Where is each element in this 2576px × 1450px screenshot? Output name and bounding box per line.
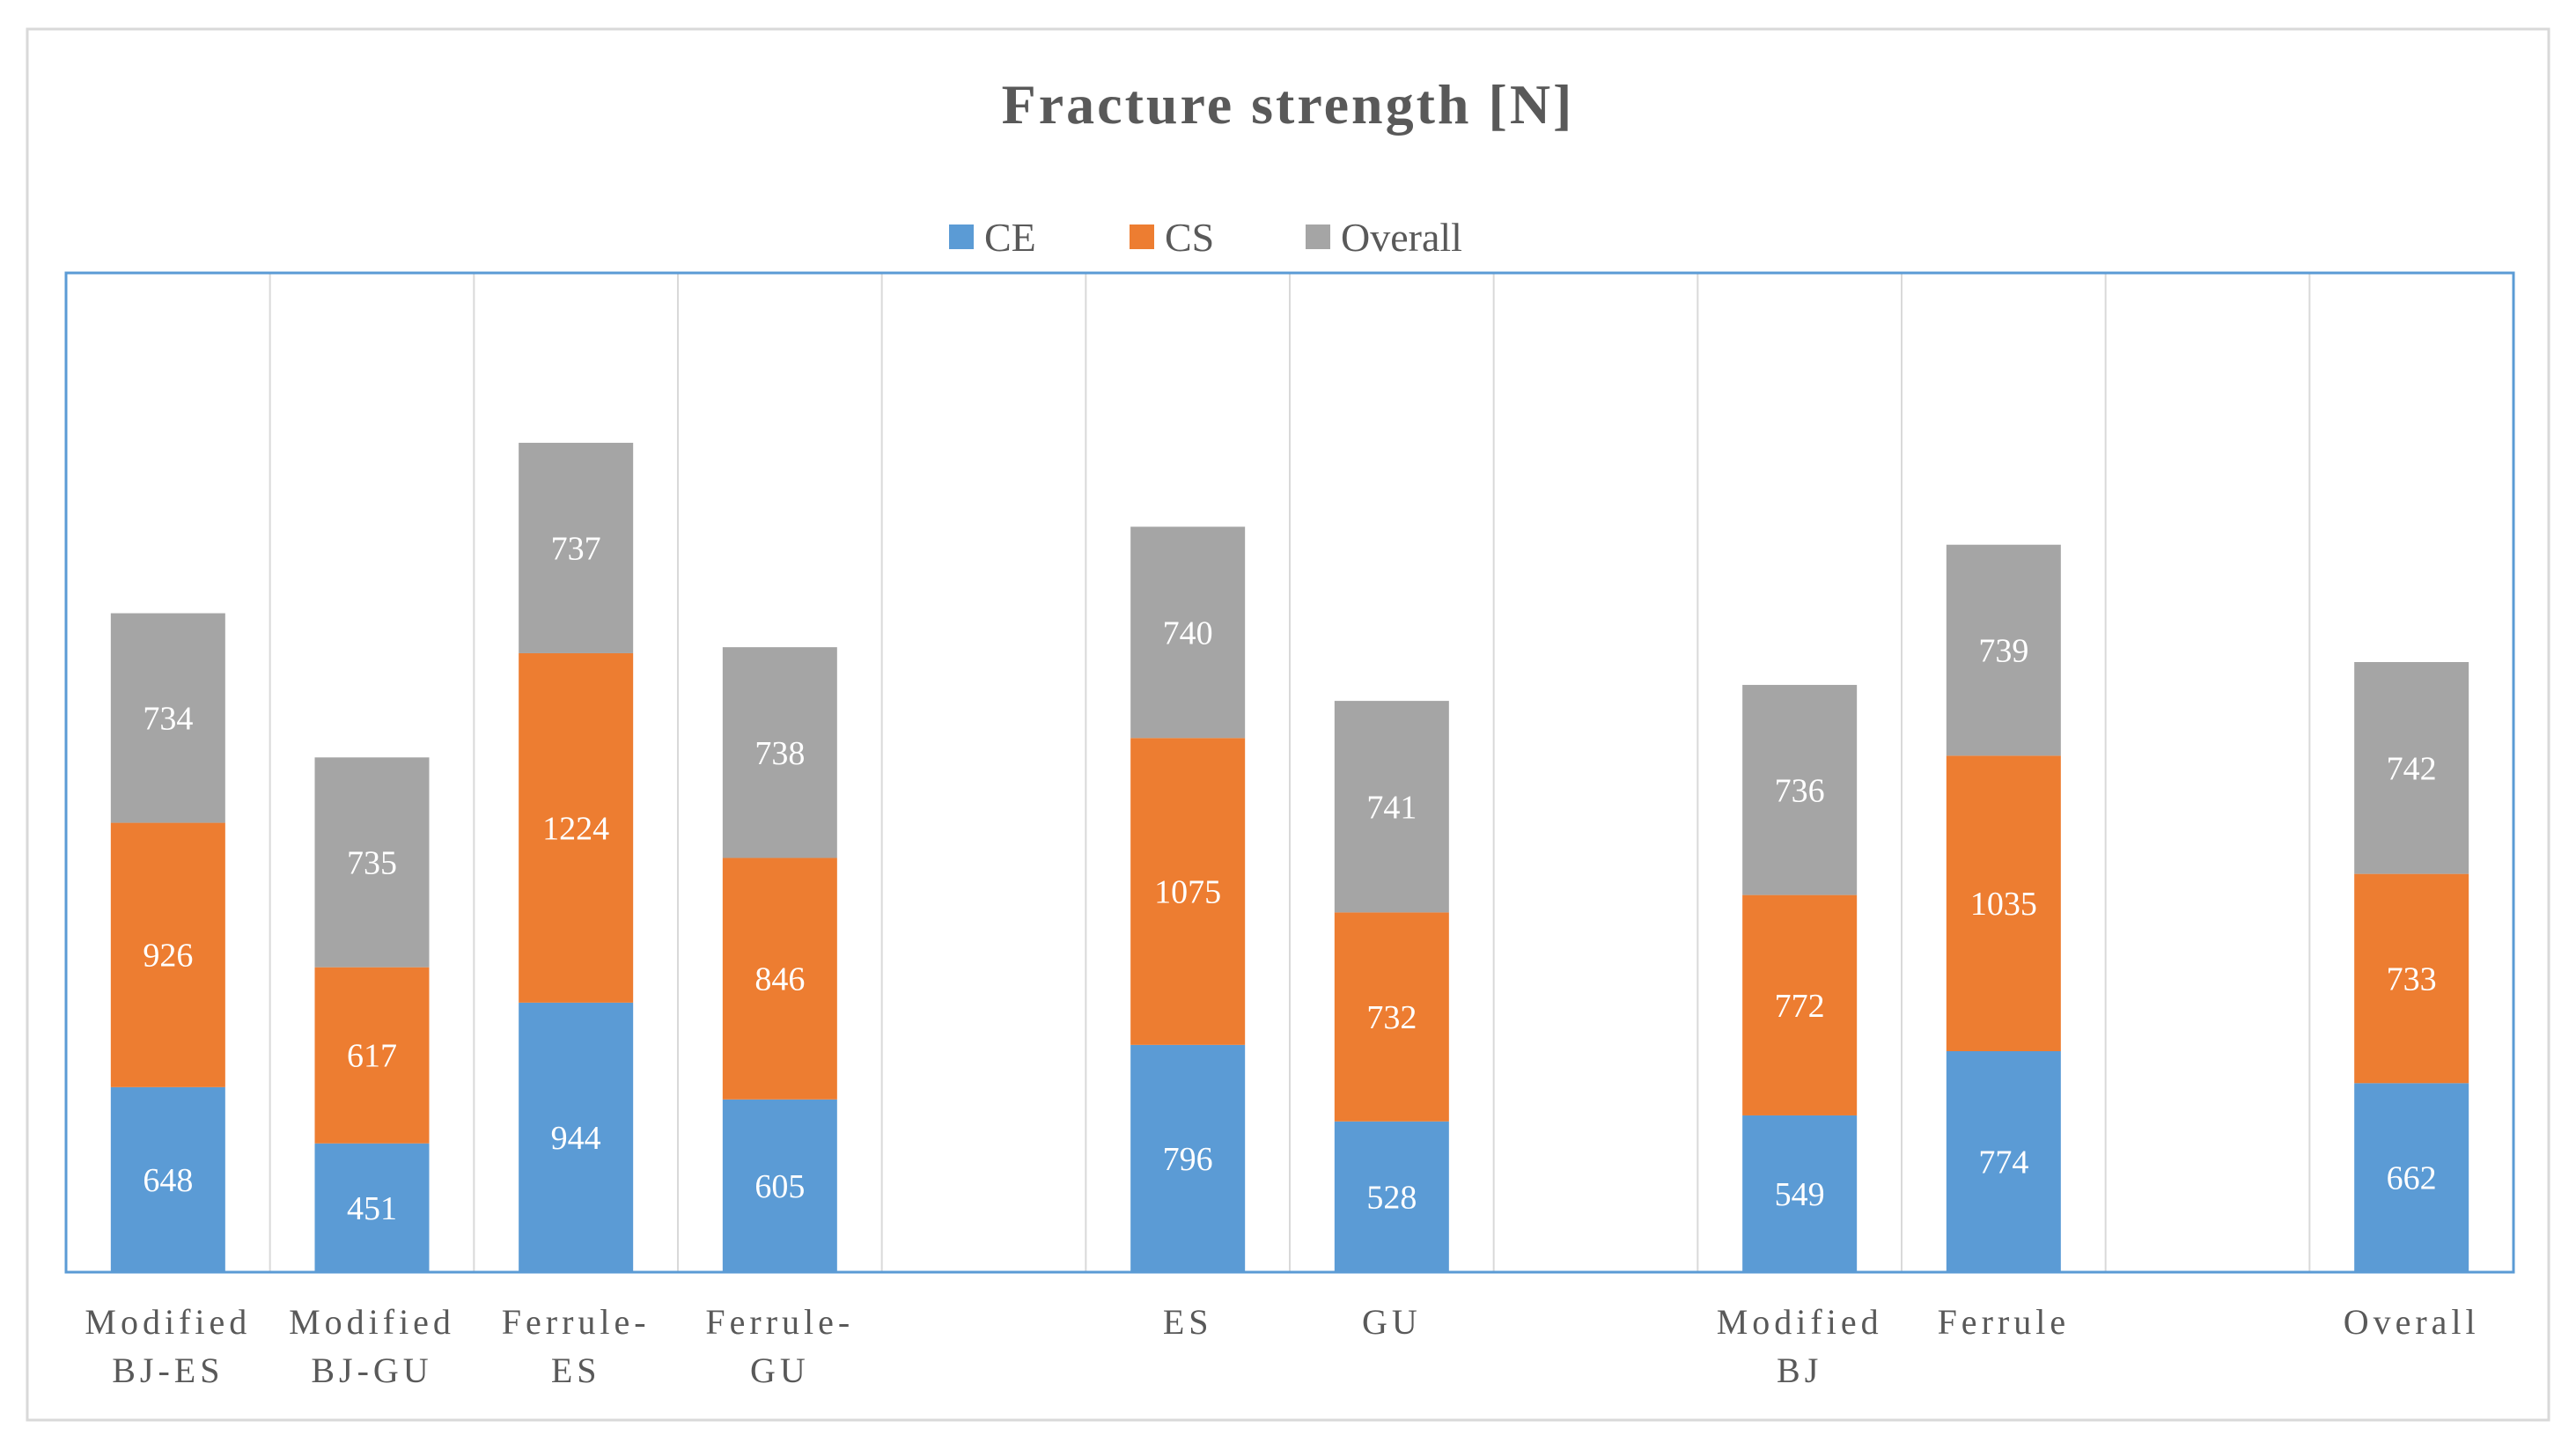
bar-overall bbox=[722, 647, 837, 858]
category-label: ES bbox=[1163, 1302, 1213, 1342]
data-label-ce: 528 bbox=[1366, 1179, 1417, 1216]
data-label-cs: 926 bbox=[143, 938, 193, 975]
bar-ce bbox=[2354, 1083, 2469, 1272]
data-label-overall: 736 bbox=[1775, 772, 1825, 809]
bar-cs bbox=[519, 652, 634, 1003]
legend-swatch-cs bbox=[1130, 224, 1154, 249]
bar-overall bbox=[2354, 662, 2469, 874]
bar-ce bbox=[1130, 1044, 1246, 1272]
data-label-overall: 740 bbox=[1163, 615, 1213, 651]
bar-cs bbox=[314, 967, 430, 1144]
data-label-overall: 739 bbox=[1978, 633, 2028, 670]
bar-overall bbox=[1130, 526, 1246, 739]
category-label: GU bbox=[1362, 1302, 1422, 1342]
category-label: Ferrule bbox=[1938, 1302, 2071, 1342]
plot-area-border bbox=[64, 271, 2515, 1274]
bar-overall bbox=[110, 613, 225, 823]
bar-cs bbox=[722, 857, 837, 1100]
data-label-cs: 772 bbox=[1775, 988, 1825, 1025]
category-label: Modified bbox=[1717, 1302, 1883, 1342]
bar-overall bbox=[1946, 544, 2061, 756]
category-label: Overall bbox=[2344, 1302, 2480, 1342]
bar-ce bbox=[519, 1002, 634, 1272]
category-label: BJ-GU bbox=[311, 1351, 432, 1390]
bar-ce bbox=[314, 1143, 430, 1272]
bar-overall bbox=[1742, 684, 1858, 895]
bar-cs bbox=[1946, 755, 2061, 1052]
bar-overall bbox=[519, 442, 634, 653]
bar-overall bbox=[314, 757, 430, 968]
category-labels: Modified BJ-ES Modified BJ-GU Ferrule- ES Ferr… bbox=[85, 1302, 2480, 1390]
data-label-cs: 733 bbox=[2387, 961, 2437, 997]
category-label: Modified bbox=[85, 1302, 251, 1342]
legend-label-cs: CS bbox=[1165, 215, 1214, 260]
data-label-overall: 737 bbox=[551, 530, 601, 567]
legend-label-ce: CE bbox=[984, 215, 1036, 260]
chart-title: Fracture strength [N] bbox=[1002, 73, 1575, 136]
data-label-overall: 741 bbox=[1366, 789, 1417, 826]
bar-overall bbox=[1334, 701, 1449, 913]
legend-swatch-overall bbox=[1306, 224, 1330, 249]
category-label: BJ bbox=[1777, 1351, 1822, 1390]
data-label-overall: 735 bbox=[347, 844, 397, 881]
data-label-ce: 796 bbox=[1163, 1141, 1213, 1178]
data-label-cs: 1035 bbox=[1970, 886, 2037, 923]
bar-cs bbox=[110, 822, 225, 1087]
bar-ce bbox=[1334, 1121, 1449, 1272]
outer-frame bbox=[26, 27, 2550, 1422]
bar-ce bbox=[722, 1099, 837, 1272]
data-label-overall: 738 bbox=[754, 735, 805, 772]
bar-cs bbox=[2354, 873, 2469, 1084]
category-label: GU bbox=[750, 1351, 810, 1390]
data-label-ce: 451 bbox=[347, 1190, 397, 1227]
data-label-overall: 742 bbox=[2387, 750, 2437, 787]
data-label-cs: 846 bbox=[754, 961, 805, 998]
data-label-ce: 944 bbox=[551, 1120, 601, 1157]
bar-cs bbox=[1130, 738, 1246, 1045]
data-label-cs: 617 bbox=[347, 1038, 397, 1075]
legend-swatch-ce bbox=[949, 224, 974, 249]
data-label-cs: 1075 bbox=[1154, 874, 1221, 911]
data-label-ce: 605 bbox=[754, 1168, 805, 1205]
data-label-ce: 662 bbox=[2387, 1160, 2437, 1197]
legend: CE CS Overall bbox=[949, 215, 1462, 260]
bar-ce bbox=[1742, 1115, 1858, 1272]
data-label-overall: 734 bbox=[143, 701, 193, 738]
bar-cs bbox=[1742, 894, 1858, 1115]
legend-label-overall: Overall bbox=[1341, 215, 1462, 260]
data-label-cs: 732 bbox=[1366, 999, 1417, 1036]
category-label: Ferrule- bbox=[705, 1302, 854, 1342]
data-label-ce: 648 bbox=[143, 1162, 193, 1199]
bar-ce bbox=[1946, 1051, 2061, 1272]
category-label: Modified bbox=[289, 1302, 455, 1342]
data-label-cs: 1224 bbox=[542, 810, 609, 847]
category-label: Ferrule- bbox=[502, 1302, 651, 1342]
bar-ce bbox=[110, 1086, 225, 1272]
bar-cs bbox=[1334, 912, 1449, 1122]
category-label: ES bbox=[551, 1351, 601, 1390]
data-label-ce: 549 bbox=[1775, 1176, 1825, 1213]
bar-stacks: 648 926 734 451 617 735 944 1224 737 605 846 738 796… bbox=[110, 442, 2469, 1272]
vertical-gridlines bbox=[269, 273, 2311, 1272]
category-label: BJ-ES bbox=[112, 1351, 224, 1390]
data-label-ce: 774 bbox=[1978, 1145, 2028, 1181]
